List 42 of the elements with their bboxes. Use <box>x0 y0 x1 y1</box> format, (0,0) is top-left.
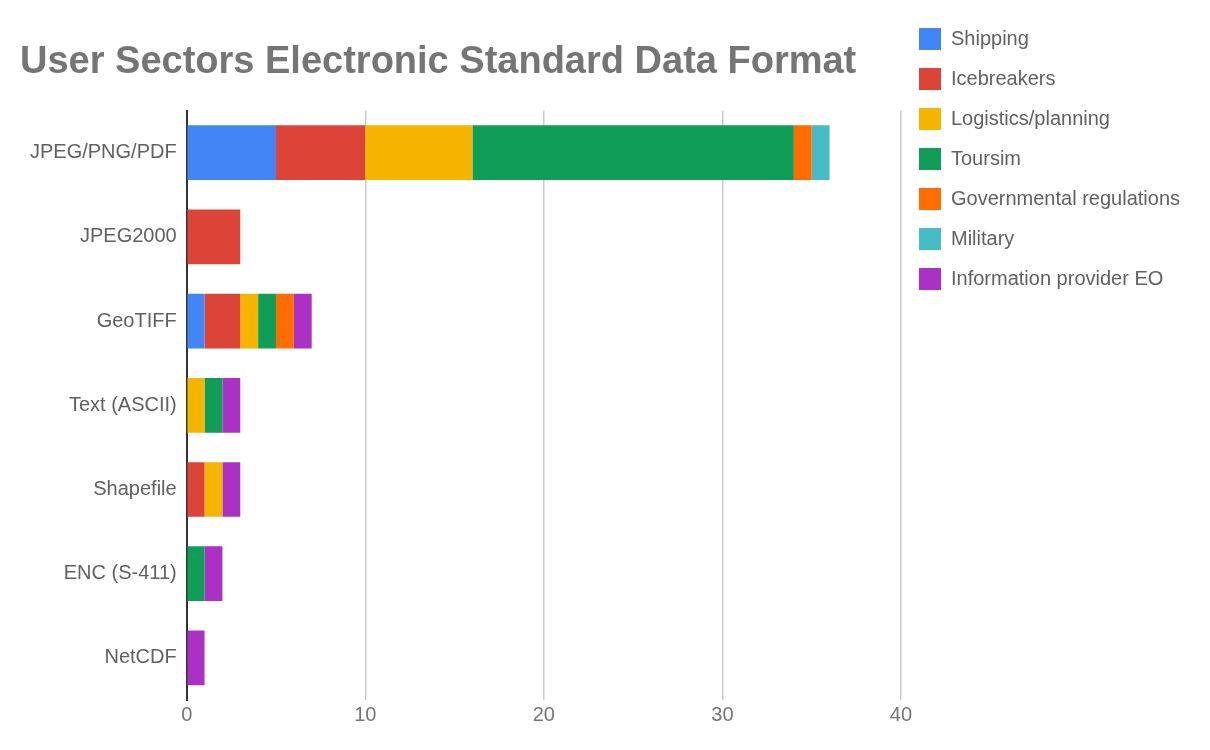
bar <box>204 546 223 602</box>
bar <box>472 125 794 181</box>
bar <box>222 462 241 517</box>
x-tick-label: 10 <box>354 702 377 725</box>
bar <box>204 377 223 433</box>
chart-title: User Sectors Electronic Standard Data Format <box>20 39 857 82</box>
bar <box>240 293 259 349</box>
y-tick-label: NetCDF <box>104 645 177 668</box>
y-tick-label: JPEG/PNG/PDF <box>29 140 177 163</box>
bar <box>275 293 294 349</box>
bar <box>187 630 205 686</box>
y-tick-label: JPEG2000 <box>79 224 177 247</box>
legend-label: Military <box>950 226 1015 249</box>
x-tick-label: 20 <box>532 702 555 725</box>
bar <box>222 377 241 433</box>
legend-label: Governmental regulations <box>950 186 1180 209</box>
y-tick-label: GeoTIFF <box>96 308 177 331</box>
legend-label: Icebreakers <box>950 66 1056 89</box>
bar <box>187 209 241 265</box>
bar <box>258 293 276 349</box>
bar <box>811 125 830 181</box>
legend-label: Shipping <box>950 26 1029 49</box>
y-tick-label: Shapefile <box>93 477 177 500</box>
bar <box>187 462 205 517</box>
legend-label: Toursim <box>950 146 1021 169</box>
bar <box>793 125 812 181</box>
bar <box>293 293 312 349</box>
bar <box>365 125 473 181</box>
bar <box>187 377 205 433</box>
x-tick-label: 30 <box>711 702 734 725</box>
bar <box>187 546 205 602</box>
bar <box>204 462 223 517</box>
x-tick-label: 0 <box>181 702 193 725</box>
y-tick-label: ENC (S-411) <box>63 561 177 584</box>
bar <box>275 125 366 181</box>
bar <box>204 293 241 349</box>
bar <box>187 125 276 181</box>
legend-label: Logistics/planning <box>950 106 1110 129</box>
bar <box>187 293 205 349</box>
legend-label: Information provider EO <box>950 266 1164 289</box>
x-tick-label: 40 <box>889 702 913 725</box>
y-tick-label: Text (ASCII) <box>68 392 177 415</box>
